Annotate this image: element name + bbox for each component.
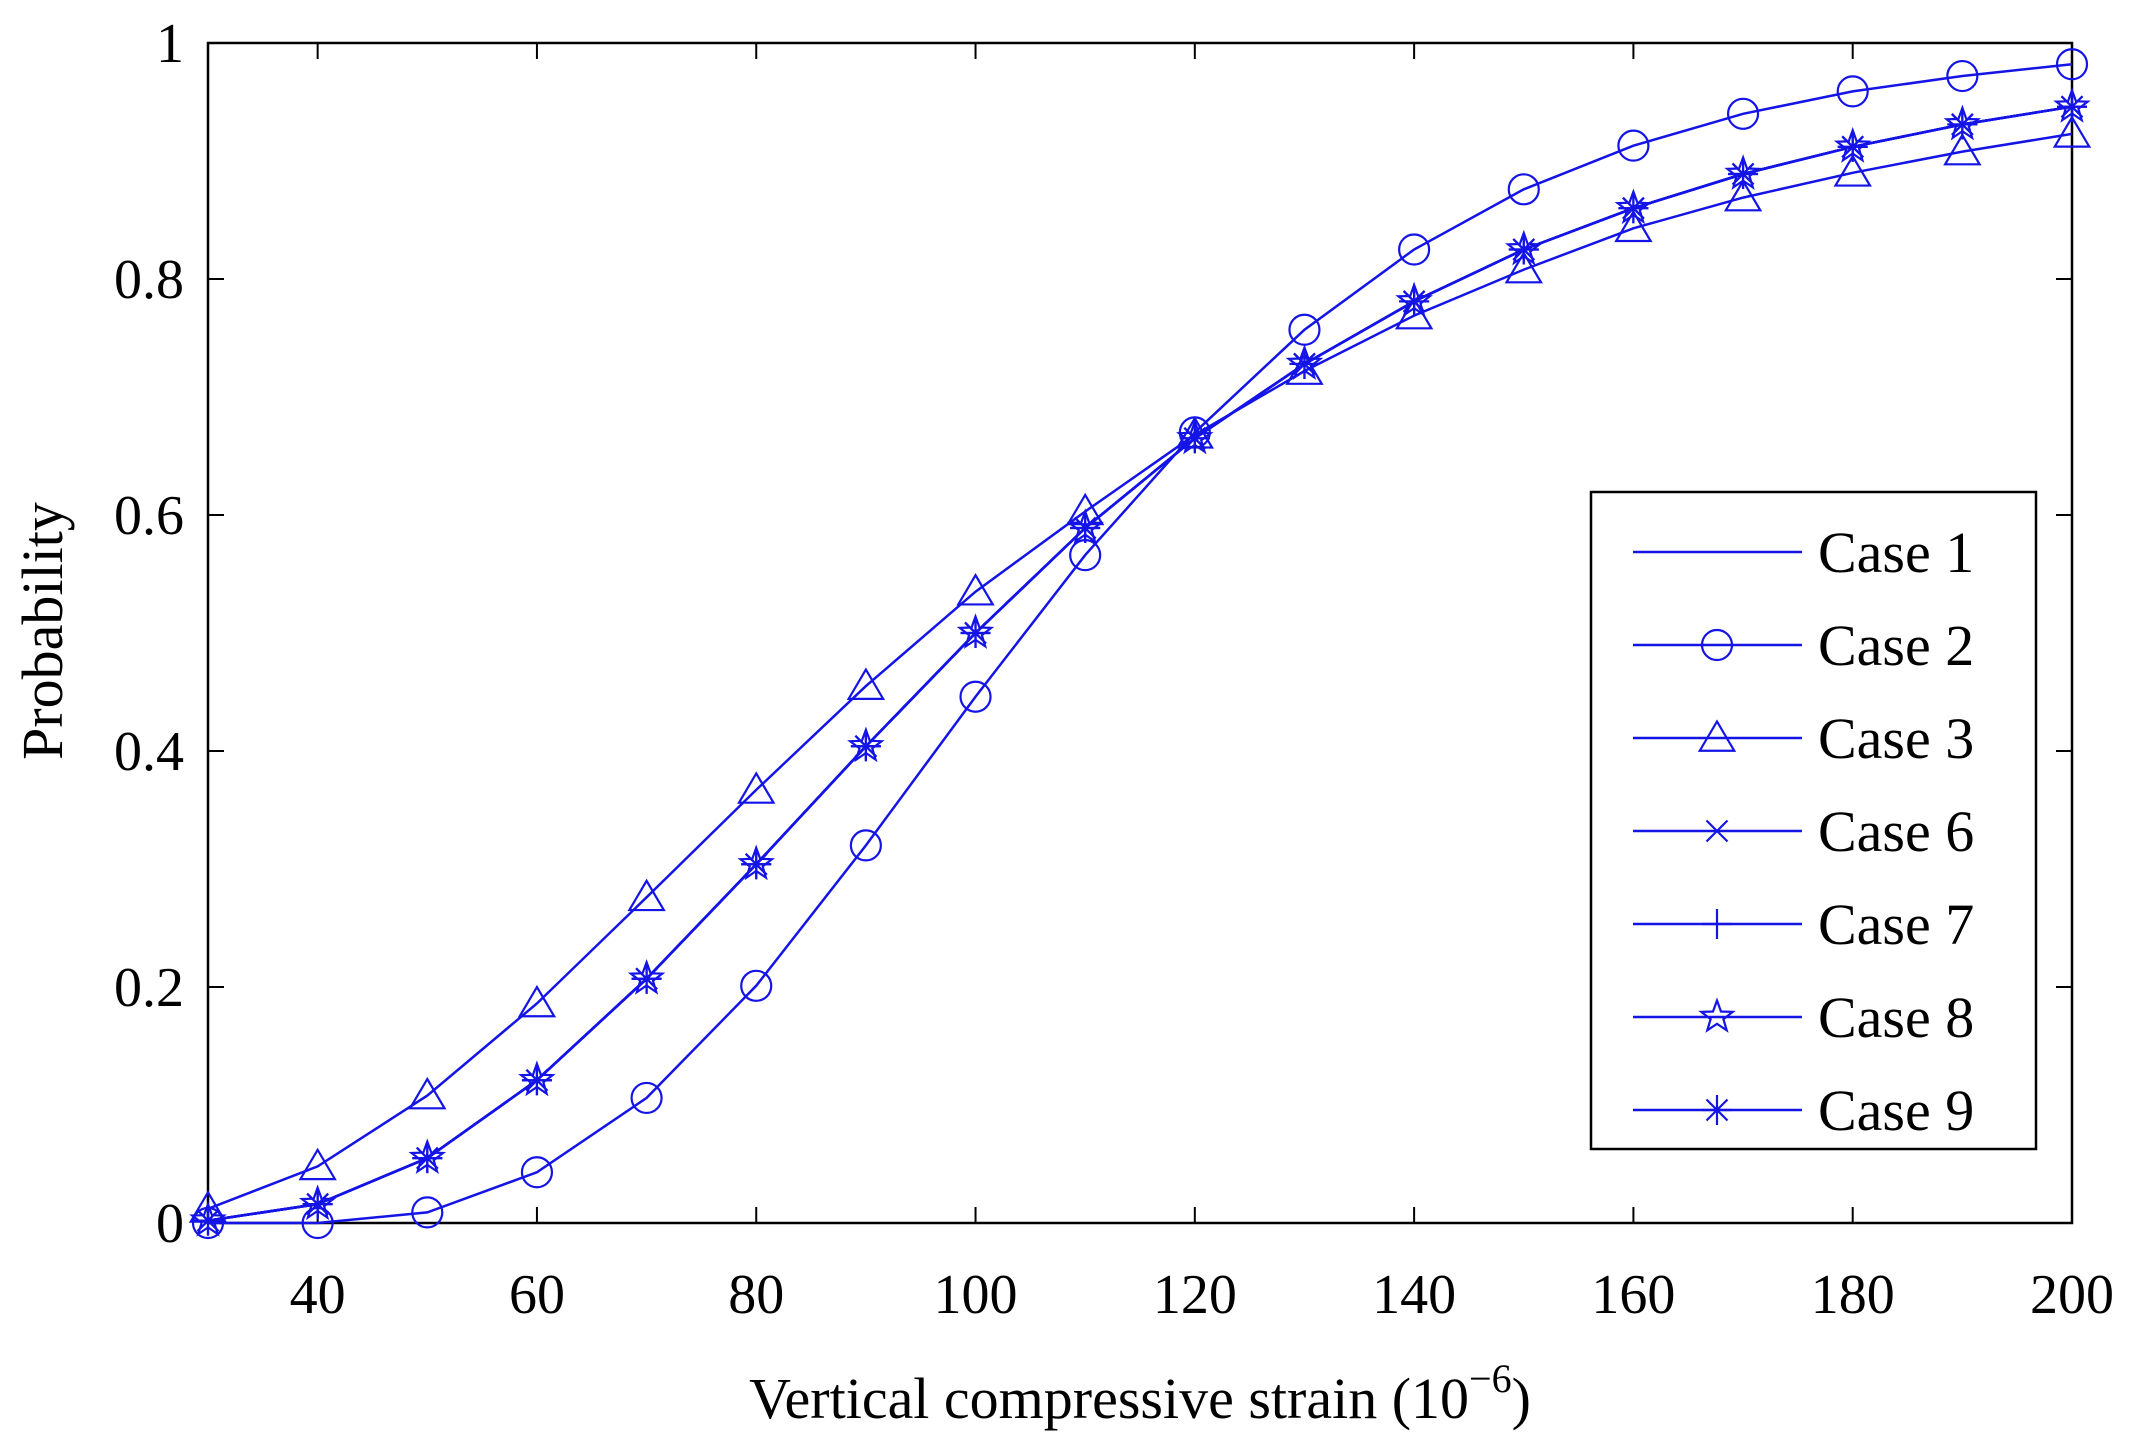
data-point-3-16 [1833,154,1872,187]
data-point-3-13 [1504,250,1543,284]
y-tick-label-5: 1 [156,13,184,75]
data-point-7-4 [521,1065,552,1096]
data-point-3-14 [1614,209,1653,243]
legend-marker-4 [1705,819,1729,843]
data-point-7-10 [1179,423,1210,454]
legend: Case 1 Case 2 Case 3 Case 6 Case 7 Case 8 Case… [1589,490,2038,1151]
x-tick-label-180: 180 [1811,1264,1895,1326]
x-tick-label-40: 40 [290,1264,346,1326]
x-tick-label-160: 160 [1591,1264,1675,1326]
x-tick-label-200: 200 [2030,1264,2114,1326]
data-point-7-17 [1947,109,1978,140]
data-point-7-1 [193,1205,223,1236]
data-point-3-15 [1723,178,1763,212]
data-point-2-18 [2055,48,2089,81]
data-point-2-8 [959,680,992,713]
legend-box [1589,490,2038,1151]
x-axis-label-exponent: −6 [1469,1356,1512,1401]
legend-marker-5 [1702,909,1732,939]
legend-label-5: Case 7 [1818,892,1974,957]
series-2 [191,48,2089,1240]
data-point-3-5 [627,878,666,912]
data-point-7-13 [1508,234,1539,265]
data-point-7-8 [960,618,991,648]
data-point-7-7 [850,731,881,762]
legend-marker-7 [1702,1095,1732,1125]
legend-marker-2 [1700,628,1734,662]
data-point-2-17 [1946,59,1979,93]
x-axis-label-close: ) [1512,1366,1531,1431]
series-layer [188,48,2092,1240]
legend-item-1: Case 1 [1633,520,1974,585]
data-point-2-13 [1507,173,1540,206]
legend-label-6: Case 8 [1818,985,1974,1050]
data-point-7-6 [741,849,772,880]
x-tick-label-120: 120 [1153,1264,1237,1326]
data-point-2-4 [520,1156,554,1189]
legend-marker-6 [1698,997,1736,1033]
plot-frame [206,41,2074,1225]
data-point-7-12 [1399,286,1430,317]
data-point-2-15 [1726,97,1760,130]
data-point-3-8 [956,573,995,606]
data-point-3-6 [737,771,776,804]
legend-label-2: Case 2 [1818,613,1974,678]
data-point-3-17 [1943,132,1982,166]
data-point-2-16 [1836,75,1869,108]
legend-label-7: Case 9 [1818,1078,1974,1143]
legend-item-7: Case 9 [1633,1078,1974,1143]
data-point-7-2 [302,1189,333,1220]
data-point-2-3 [411,1196,444,1229]
data-point-2-5 [630,1081,663,1115]
y-tick-label-4: 0.8 [114,249,184,311]
data-point-7-15 [1728,158,1759,189]
axes-layer: 40 60 80 100 120 140 160 180 200 0 0.2 0.4 0.6 0.8 1 [114,13,2114,1326]
data-point-3-4 [517,984,557,1018]
y-tick-label-0: 0 [156,1193,184,1255]
legend-item-2: Case 2 [1633,613,1974,678]
data-point-7-9 [1070,512,1101,543]
series-line-7 [207,105,2073,1222]
data-point-3-18 [2052,115,2092,148]
data-point-3-2 [298,1147,337,1181]
x-tick-label-100: 100 [934,1264,1018,1326]
x-axis-label-text: Vertical compressive strain (10 [749,1366,1469,1431]
y-tick-label-3: 0.6 [114,485,184,547]
y-tick-label-1: 0.2 [114,957,184,1019]
data-point-7-14 [1618,193,1649,224]
data-point-2-12 [1398,233,1431,266]
legend-item-4: Case 6 [1633,799,1974,864]
data-point-3-3 [408,1076,447,1110]
data-point-2-6 [740,969,773,1002]
legend-item-3: Case 3 [1633,706,1974,771]
legend-item-6: Case 8 [1633,985,1974,1050]
y-tick-label-2: 0.4 [114,721,184,783]
data-point-7-3 [412,1143,443,1174]
x-tick-label-140: 140 [1372,1264,1456,1326]
x-tick-label-80: 80 [728,1264,784,1326]
x-axis-label: Vertical compressive strain (10−6) [749,1356,1531,1431]
legend-label-3: Case 3 [1818,706,1974,771]
data-point-3-7 [846,667,886,700]
series-7 [193,91,2087,1236]
x-tick-label-60: 60 [509,1264,565,1326]
data-point-2-14 [1617,129,1650,162]
series-line-2 [208,62,2073,1225]
data-point-7-18 [2057,91,2087,122]
y-axis-label: Probability [10,502,75,760]
legend-label-1: Case 1 [1818,520,1974,585]
data-point-7-5 [631,963,662,994]
legend-label-4: Case 6 [1818,799,1974,864]
data-point-7-11 [1289,348,1320,379]
series-line-3 [207,132,2073,1210]
legend-item-5: Case 7 [1633,892,1974,957]
legend-marker-3 [1697,719,1737,752]
data-point-2-7 [849,829,882,862]
data-point-7-16 [1837,131,1868,162]
